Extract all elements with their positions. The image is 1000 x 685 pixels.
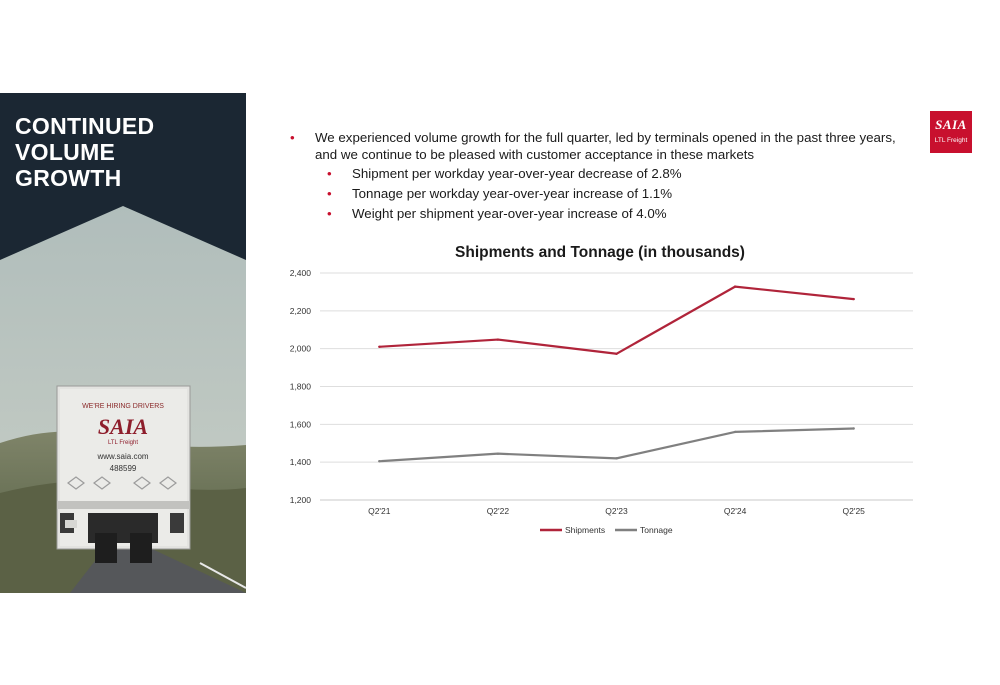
sub-bullet-list: Shipment per workday year-over-year decr… xyxy=(315,165,910,222)
y-tick-label: 2,400 xyxy=(290,268,312,278)
truck-website-text: www.saia.com xyxy=(96,452,148,461)
truck-banner-text: WE'RE HIRING DRIVERS xyxy=(82,403,164,410)
data-point-shipments xyxy=(852,297,855,301)
data-point-tonnage xyxy=(852,427,855,430)
data-point-tonnage xyxy=(496,452,500,455)
series-line-tonnage xyxy=(379,427,854,463)
x-tick-label: Q2'25 xyxy=(842,506,865,516)
sub-bullet: Shipment per workday year-over-year decr… xyxy=(327,165,910,182)
legend-label-shipments: Shipments xyxy=(565,525,605,535)
data-point-shipments xyxy=(733,285,737,288)
y-tick-label: 2,200 xyxy=(290,306,312,316)
y-tick-label: 2,000 xyxy=(290,344,312,354)
series-line-shipments xyxy=(379,285,854,355)
truck-brand-text: SAIA xyxy=(98,414,148,439)
truck-photo: WE'RE HIRING DRIVERS SAIA LTL Freight ww… xyxy=(0,93,246,593)
truck-unit-number: 488599 xyxy=(110,464,137,473)
bullet-main: We experienced volume growth for the ful… xyxy=(290,129,910,222)
x-tick-label: Q2'22 xyxy=(487,506,510,516)
logo-brand: SAIA xyxy=(935,117,967,132)
data-point-shipments xyxy=(496,338,500,341)
legend-label-tonnage: Tonnage xyxy=(640,525,673,535)
truck-door-latches xyxy=(67,476,177,490)
sub-bullet: Weight per shipment year-over-year incre… xyxy=(327,205,910,222)
headline-banner xyxy=(0,93,246,260)
y-tick-label: 1,600 xyxy=(290,419,312,429)
data-point-tonnage xyxy=(615,457,618,460)
saia-logo: SAIA LTL Freight xyxy=(930,111,972,153)
logo-sub: LTL Freight xyxy=(934,137,968,144)
headline-line: CONTINUED xyxy=(15,113,155,139)
slide-headline: CONTINUED VOLUME GROWTH xyxy=(15,113,154,191)
bullet-list: We experienced volume growth for the ful… xyxy=(290,129,910,225)
x-tick-label: Q2'24 xyxy=(724,506,747,516)
sub-bullet: Tonnage per workday year-over-year incre… xyxy=(327,185,910,202)
chart-title: Shipments and Tonnage (in thousands) xyxy=(455,244,745,261)
left-panel: WE'RE HIRING DRIVERS SAIA LTL Freight ww… xyxy=(0,93,246,593)
bullet-main-text: We experienced volume growth for the ful… xyxy=(315,130,896,162)
headline-line: GROWTH xyxy=(15,165,122,191)
x-tick-label: Q2'21 xyxy=(368,506,391,516)
data-point-tonnage xyxy=(378,460,381,463)
data-point-tonnage xyxy=(733,430,737,434)
y-tick-label: 1,800 xyxy=(290,382,312,392)
headline-line: VOLUME xyxy=(15,139,116,165)
y-tick-label: 1,200 xyxy=(290,495,312,505)
line-chart: 1,200 1,400 1,600 1,800 2,000 2,200 2,400 Q2'21… xyxy=(290,268,913,535)
data-point-shipments xyxy=(378,345,381,348)
truck-brand-sub: LTL Freight xyxy=(108,440,138,446)
x-tick-label: Q2'23 xyxy=(605,506,628,516)
data-point-shipments xyxy=(615,352,618,355)
y-tick-label: 1,400 xyxy=(290,457,312,467)
